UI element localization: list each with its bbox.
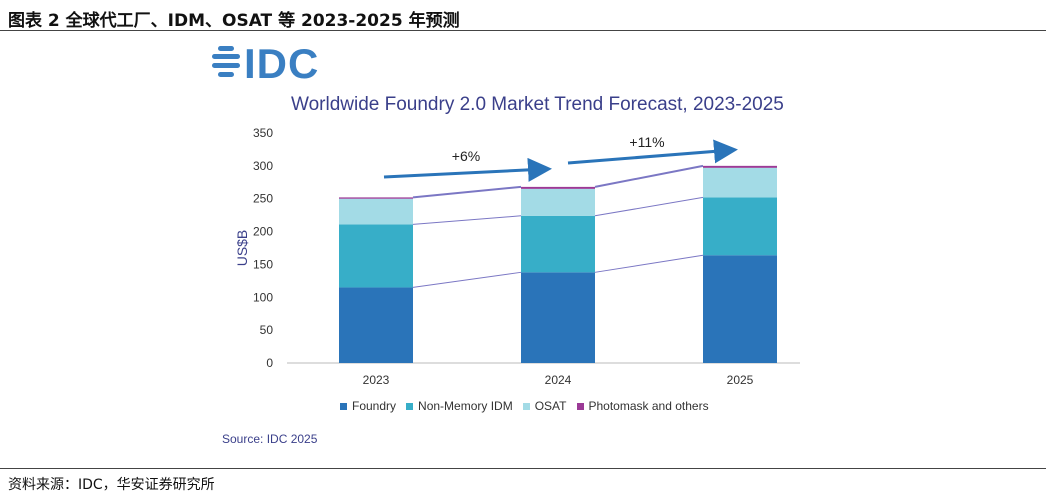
series-connector-line (412, 215, 522, 225)
bar-photomask-and-others-2023 (339, 197, 413, 199)
x-tick-label: 2023 (363, 373, 390, 387)
y-tick-label: 250 (253, 192, 273, 206)
growth-annotation: +6% (452, 148, 480, 164)
bar-non-memory-idm-2025 (703, 197, 777, 256)
series-connector-line (412, 185, 522, 199)
bar-osat-2023 (339, 198, 413, 225)
figure-title: 图表 2 全球代工厂、IDM、OSAT 等 2023-2025 年预测 (8, 11, 460, 31)
legend-label: Foundry (352, 399, 397, 413)
logo-text: IDC (244, 40, 320, 87)
legend-item: Foundry (340, 399, 396, 413)
y-tick-label: 300 (253, 159, 273, 173)
bottom-divider (0, 468, 1046, 469)
legend-item: Non-Memory IDM (406, 399, 513, 413)
y-tick-label: 0 (266, 356, 273, 370)
y-tick-label: 350 (253, 126, 273, 140)
bar-foundry-2024 (521, 272, 595, 363)
series-connector-line (412, 271, 522, 288)
growth-arrow-icon (383, 157, 552, 182)
legend-swatch (522, 402, 530, 410)
x-tick-label: 2024 (545, 373, 572, 387)
growth-arrow-icon (567, 139, 738, 165)
bar-non-memory-idm-2023 (339, 224, 413, 288)
series-connector-line (594, 164, 704, 188)
legend-swatch (340, 402, 347, 410)
growth-annotation: +11% (629, 134, 664, 150)
bar-photomask-and-others-2024 (521, 186, 595, 189)
chart-legend: Foundry Non-Memory IDM OSAT Photomask and o… (340, 399, 709, 413)
legend-label: OSAT (534, 399, 567, 413)
bar-non-memory-idm-2024 (521, 215, 595, 273)
bar-foundry-2023 (339, 287, 413, 363)
y-tick-label: 200 (253, 225, 273, 239)
legend-swatch (406, 402, 414, 410)
legend-item: Photomask and others (576, 399, 709, 413)
figure-source: 资料来源：IDC，华安证券研究所 (8, 477, 215, 493)
legend-item: OSAT (522, 399, 567, 413)
legend-label: Non-Memory IDM (418, 399, 513, 413)
legend-swatch (576, 402, 584, 410)
bar-photomask-and-others-2025 (703, 165, 777, 168)
top-divider (0, 30, 1046, 31)
bar-osat-2024 (521, 188, 595, 216)
chart-source: Source: IDC 2025 (222, 432, 318, 446)
bar-foundry-2025 (703, 255, 777, 363)
x-tick-label: 2025 (727, 373, 754, 387)
y-tick-label: 50 (260, 323, 274, 337)
y-tick-label: 150 (253, 257, 273, 271)
series-connector-line (594, 254, 704, 273)
series-connector-line (594, 196, 704, 217)
y-tick-label: 100 (253, 290, 273, 304)
y-axis-label: US$B (234, 230, 250, 267)
legend-label: Photomask and others (588, 399, 709, 413)
idc-logo-icon (212, 46, 240, 77)
bar-osat-2025 (703, 167, 777, 198)
chart-title: Worldwide Foundry 2.0 Market Trend Forec… (291, 94, 784, 115)
